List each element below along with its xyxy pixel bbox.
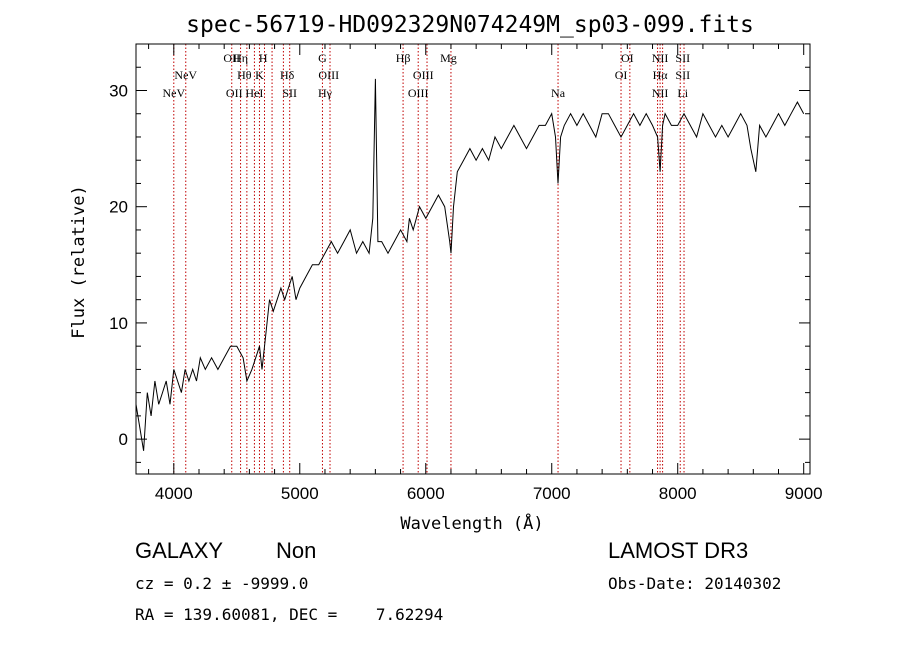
axis-ticks: 4000 5000 6000 7000 8000 9000 0 10 20 30 <box>109 43 823 503</box>
obs-date-text: Obs-Date: 20140302 <box>608 574 782 593</box>
y-axis-label: Flux (relative) <box>69 185 89 339</box>
emission-line-label: SII <box>675 68 690 82</box>
x-tick-label: 4000 <box>155 484 193 503</box>
emission-line-markers <box>173 44 685 474</box>
y-tick-label: 0 <box>119 430 128 449</box>
emission-line-label: OII <box>226 86 243 100</box>
radec-text: RA = 139.60081, DEC = 7.62294 <box>135 605 444 624</box>
emission-line-label: SII <box>675 51 690 65</box>
x-axis-label: Wavelength (Å) <box>400 512 543 534</box>
x-tick-label: 5000 <box>281 484 319 503</box>
emission-line-label: OIII <box>318 68 339 82</box>
redshift-text: cz = 0.2 ± -9999.0 <box>135 574 309 593</box>
x-tick-label: 9000 <box>785 484 823 503</box>
y-tick-label: 30 <box>109 81 128 100</box>
y-tick-label: 20 <box>109 198 128 217</box>
emission-line-label: Hδ <box>280 68 295 82</box>
emission-line-label: OI <box>621 51 634 65</box>
emission-line-label: NII <box>652 51 669 65</box>
emission-line-label: Mg <box>440 51 457 65</box>
class-label: GALAXY <box>135 538 224 563</box>
chart-title: spec-56719-HD092329N074249M_sp03-099.fit… <box>186 12 754 38</box>
emission-line-label: SII <box>282 86 297 100</box>
plot-frame <box>135 43 811 475</box>
survey-label: LAMOST DR3 <box>608 538 749 563</box>
emission-line-label: K <box>255 68 264 82</box>
emission-line-label: HeI <box>245 86 263 100</box>
emission-line-label: NeV <box>174 68 197 82</box>
emission-line-label: NII <box>652 86 669 100</box>
spectrum-line <box>135 78 805 451</box>
x-tick-label: 6000 <box>407 484 445 503</box>
emission-line-label: Hθ <box>237 68 252 82</box>
emission-line-label: NeV <box>162 86 185 100</box>
emission-line-label: Hη <box>233 51 248 65</box>
y-tick-label: 10 <box>109 314 128 333</box>
emission-line-label: OIII <box>408 86 429 100</box>
emission-line-label: Na <box>551 86 566 100</box>
emission-line-label: H <box>259 51 268 65</box>
emission-line-label: OIII <box>413 68 434 82</box>
emission-line-label: Li <box>677 86 688 100</box>
emission-line-label: OII <box>223 51 240 65</box>
x-tick-label: 7000 <box>533 484 571 503</box>
emission-line-label: Hγ <box>318 86 333 100</box>
emission-line-label: OI <box>615 68 628 82</box>
emission-line-label: Hβ <box>396 51 411 65</box>
emission-line-label: Hα <box>653 68 669 82</box>
x-tick-label: 8000 <box>659 484 697 503</box>
subclass-label: Non <box>276 538 317 563</box>
emission-line-label: G <box>318 51 327 65</box>
